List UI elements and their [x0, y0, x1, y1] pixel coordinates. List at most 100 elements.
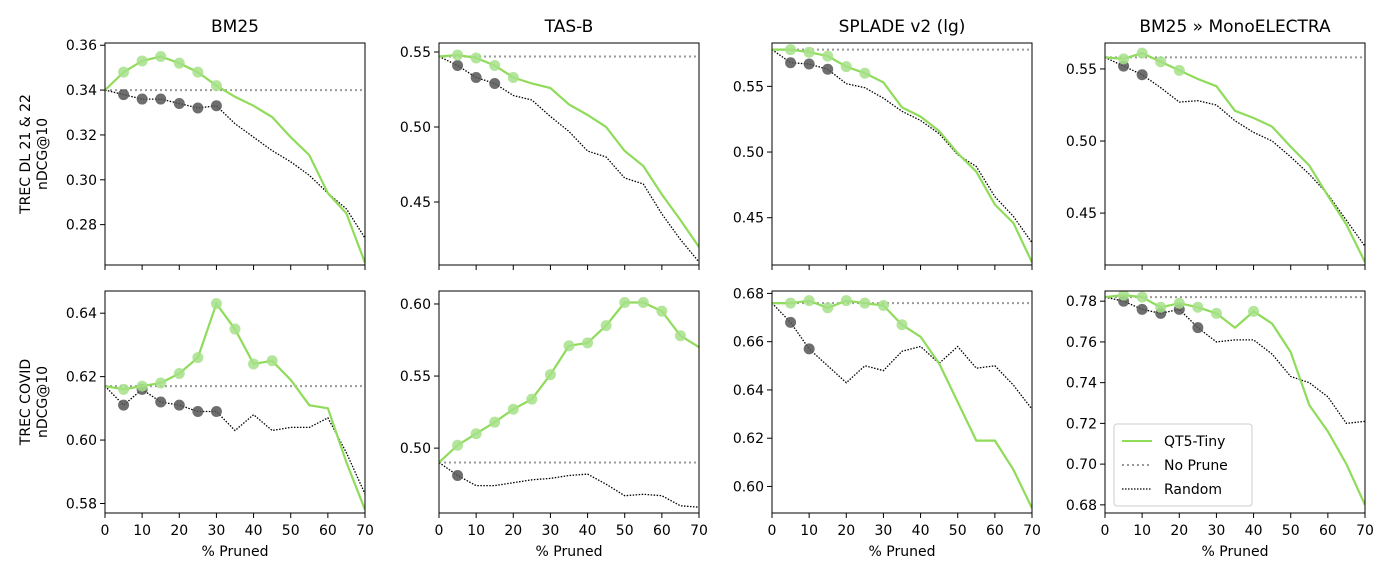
x-tick-label: 40	[579, 523, 597, 539]
y-tick-label: 0.55	[400, 369, 431, 385]
plot-area	[439, 49, 699, 263]
qt5-marker	[136, 380, 148, 392]
y-tick-label: 0.32	[66, 128, 97, 144]
y-tick-label: 0.68	[1066, 498, 1097, 514]
x-tick-label: 30	[208, 523, 226, 539]
qt5-marker	[619, 297, 631, 309]
y-axis-label: TREC DL 21 & 22nDCG@10	[18, 94, 51, 215]
y-tick-label: 0.45	[400, 195, 431, 211]
qt5-marker	[1173, 297, 1185, 309]
qt5-marker	[822, 50, 834, 62]
series-qt5-tiny	[772, 299, 1032, 509]
random-marker	[155, 396, 167, 408]
qt5-marker	[1173, 64, 1185, 76]
series-random	[105, 89, 365, 239]
y-tick-label: 0.72	[1066, 416, 1097, 432]
x-tick-label: 0	[435, 523, 444, 539]
qt5-marker	[803, 46, 815, 58]
x-tick-label: 20	[1170, 523, 1188, 539]
qt5-marker	[1136, 47, 1148, 59]
x-tick-label: 50	[282, 523, 300, 539]
panel-1: 0.28 0.30 0.32 0.34 0.36 BM25 TREC DL 21 & 22n…	[18, 17, 366, 270]
panel-6: 0.50 0.55 0.60 0 10 20 30 40 50 60 70 % Pruned	[400, 290, 708, 560]
random-marker	[210, 100, 222, 112]
random-marker	[470, 72, 482, 83]
y-tick-label: 0.45	[1066, 206, 1097, 222]
random-marker	[452, 60, 464, 71]
x-tick-label: 40	[1245, 523, 1263, 539]
plot-area	[439, 297, 699, 508]
random-marker	[173, 98, 185, 110]
panel-4: 0.45 0.50 0.55 BM25 » MonoELECTRA	[1066, 17, 1366, 270]
x-tick-label: 60	[1319, 523, 1337, 539]
y-axis-label-line: TREC DL 21 & 22	[18, 94, 34, 215]
qt5-marker	[544, 369, 556, 381]
x-tick-label: 50	[949, 523, 967, 539]
series-qt5-tiny	[105, 301, 365, 511]
qt5-marker	[507, 403, 519, 415]
y-tick-label: 0.50	[1066, 134, 1097, 150]
panel-7: 0.60 0.62 0.64 0.66 0.68 0 10 20 30 40 50 60 70 % Pru…	[733, 286, 1041, 560]
random-marker	[1136, 69, 1148, 81]
axes-frame	[771, 290, 1033, 514]
y-tick-label: 0.76	[1066, 335, 1097, 351]
qt5-marker	[192, 352, 204, 364]
x-tick-label: 30	[1208, 523, 1226, 539]
panel-title: SPLADE v2 (lg)	[839, 17, 966, 37]
qt5-marker	[248, 358, 260, 370]
x-tick-label: 20	[170, 523, 188, 539]
qt5-marker	[859, 67, 871, 79]
axes-frame	[1104, 42, 1366, 266]
y-tick-label: 0.68	[733, 286, 764, 302]
x-tick-label: 60	[319, 523, 337, 539]
random-marker	[803, 58, 815, 70]
y-tick-label: 0.55	[400, 45, 431, 61]
x-tick-label: 10	[800, 523, 818, 539]
qt5-marker	[859, 297, 871, 309]
qt5-marker	[656, 305, 668, 317]
x-tick-label: 60	[653, 523, 671, 539]
y-tick-label: 0.36	[66, 38, 97, 54]
y-tick-label: 0.50	[400, 441, 431, 457]
qt5-marker	[526, 393, 538, 405]
series-qt5-tiny	[772, 48, 1032, 263]
legend-label-no-prune: No Prune	[1164, 458, 1228, 474]
qt5-marker	[803, 295, 815, 307]
qt5-marker	[1118, 291, 1130, 301]
legend-box	[1113, 423, 1253, 507]
plot-area	[772, 44, 1032, 263]
x-tick-label: 10	[1133, 523, 1151, 539]
panel-2: 0.45 0.50 0.55 TAS-B	[400, 17, 700, 270]
y-tick-label: 0.78	[1066, 294, 1097, 310]
x-tick-label: 30	[542, 523, 560, 539]
random-marker	[803, 343, 815, 355]
qt5-marker	[822, 302, 834, 314]
series-qt5-tiny	[1105, 51, 1365, 263]
qt5-marker	[1136, 291, 1148, 303]
legend-label-random: Random	[1164, 482, 1222, 498]
qt5-marker	[155, 50, 167, 62]
plot-area	[772, 295, 1032, 509]
x-tick-label: 0	[1101, 523, 1110, 539]
series-random	[772, 49, 1032, 244]
x-tick-label: 0	[101, 523, 110, 539]
qt5-marker	[840, 295, 852, 307]
panel-5: 0.58 0.60 0.62 0.64 0 10 20 30 40 50 60 70 % Pruned T…	[18, 290, 374, 560]
qt5-marker	[118, 66, 130, 78]
axes-frame	[1104, 290, 1366, 514]
x-tick-label: 40	[912, 523, 930, 539]
qt5-marker	[582, 337, 594, 349]
qt5-marker	[210, 298, 222, 310]
random-marker	[1136, 303, 1148, 315]
random-marker	[785, 57, 797, 69]
axes-frame	[438, 290, 700, 514]
x-axis-label: % Pruned	[1202, 544, 1269, 560]
random-marker	[118, 399, 130, 411]
random-marker	[785, 316, 797, 328]
qt5-marker	[1118, 53, 1130, 65]
panel-8: 0.68 0.70 0.72 0.74 0.76 0.78 0 10 20 30 40 50 60 70%…	[1066, 290, 1374, 560]
qt5-marker	[192, 66, 204, 78]
qt5-marker	[1248, 305, 1260, 317]
y-tick-label: 0.74	[1066, 376, 1097, 392]
